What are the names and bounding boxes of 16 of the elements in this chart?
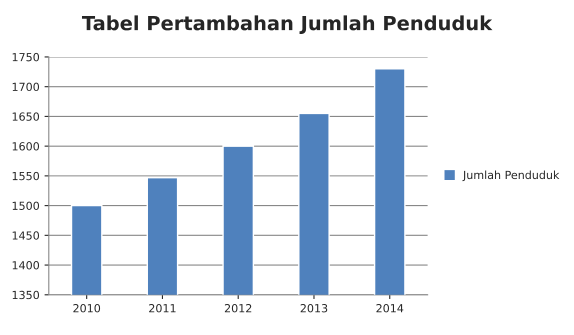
chart-title: Tabel Pertambahan Jumlah Penduduk [82,15,492,34]
y-tick-label: 1550 [12,172,40,180]
y-tick-label: 1400 [12,261,40,270]
y-tick-label: 1650 [12,112,40,121]
y-tick-label: 1450 [12,231,40,240]
y-tick-label: 1700 [12,82,40,92]
x-tick-label: 2011 [149,304,176,312]
y-tick-label: 1750 [12,52,40,62]
y-tick-label: 1350 [12,290,40,300]
x-tick-label: 2012 [224,304,252,312]
x-tick-label: 2014 [376,304,404,312]
y-tick-label: 1600 [12,142,40,151]
x-tick-label: 2010 [73,304,100,312]
y-tick-label: 1500 [12,202,40,210]
x-tick-label: 2013 [300,304,328,312]
legend-label: Jumlah Penduduk [462,170,560,182]
